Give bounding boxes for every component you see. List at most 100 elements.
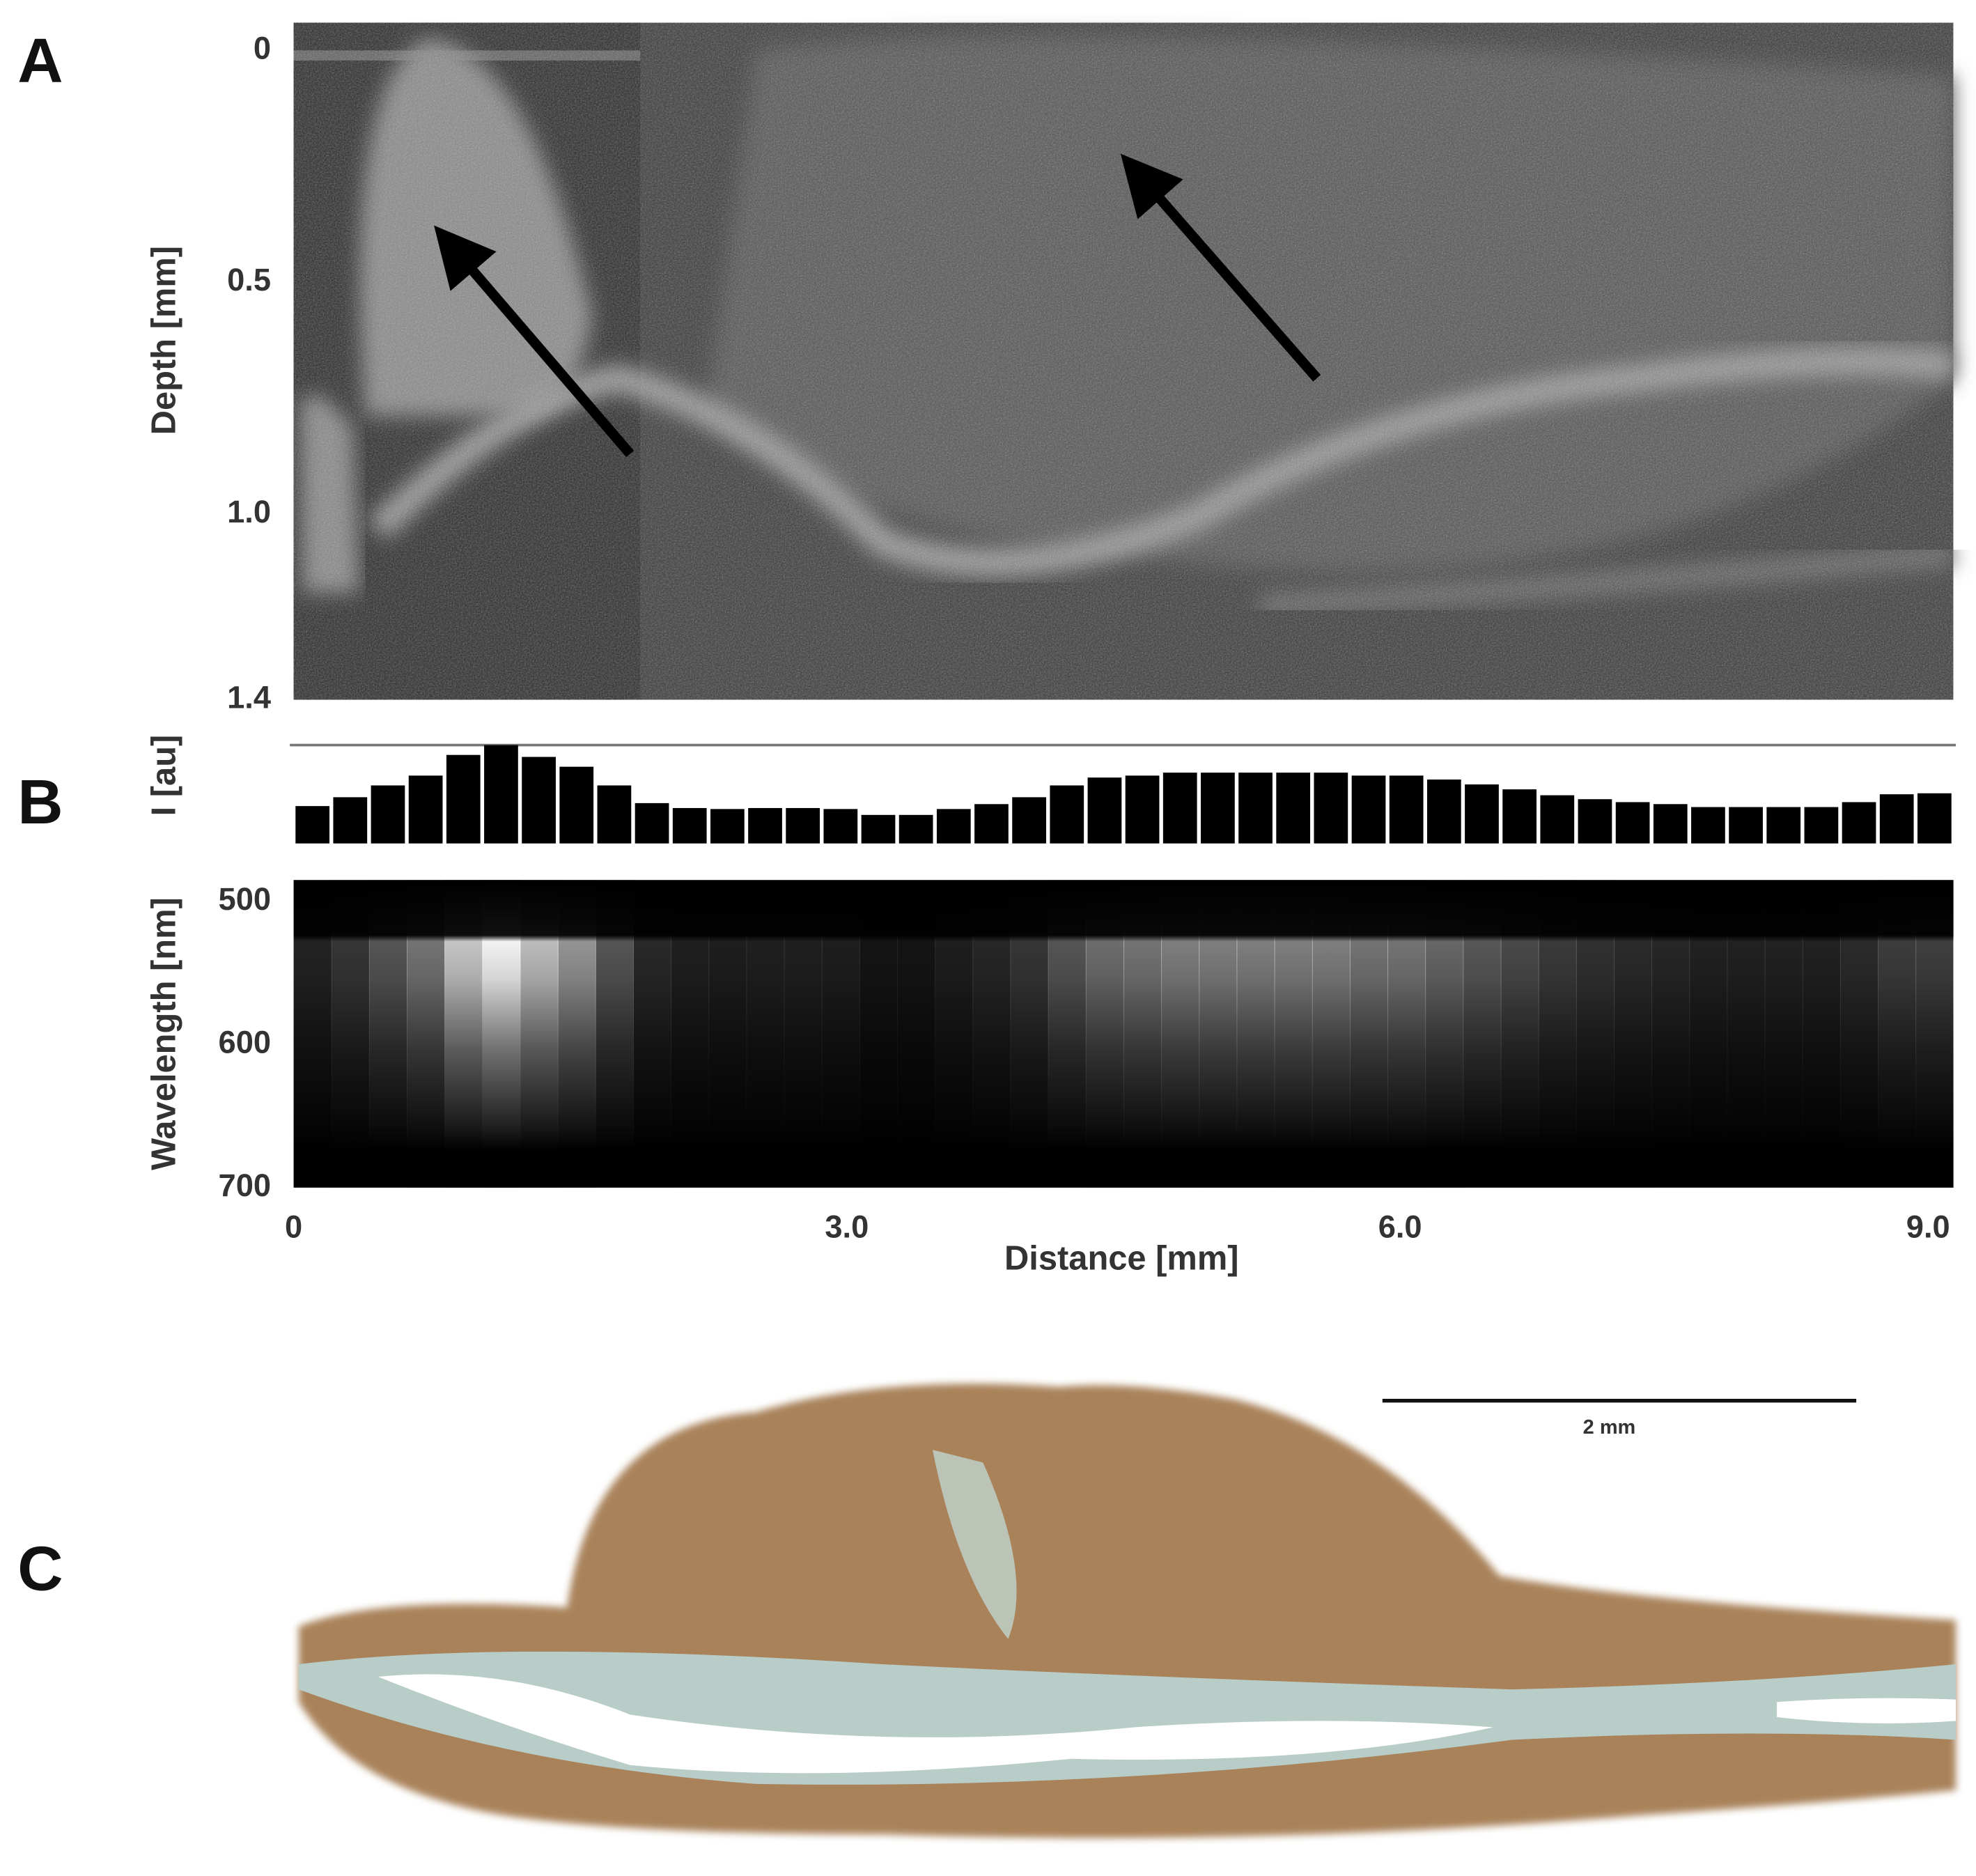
bar bbox=[898, 814, 933, 844]
spectrum-column bbox=[859, 880, 898, 1188]
panel-label: B bbox=[17, 767, 63, 837]
x-tick-label: 6.0 bbox=[1378, 1209, 1422, 1245]
spectrum-column bbox=[671, 880, 710, 1188]
spectrum-column bbox=[1651, 880, 1690, 1188]
spectrum-column bbox=[1727, 880, 1766, 1188]
bar bbox=[1238, 773, 1273, 844]
bar bbox=[974, 804, 1009, 844]
x-tick-label: 0 bbox=[285, 1209, 302, 1245]
bar bbox=[1314, 773, 1348, 844]
bar bbox=[1201, 773, 1235, 844]
spectrum-column bbox=[1614, 880, 1653, 1188]
spectrum-column bbox=[482, 880, 521, 1188]
spectrum-column bbox=[1802, 880, 1841, 1188]
bar bbox=[1879, 794, 1914, 844]
bar bbox=[1050, 785, 1084, 844]
spectrum-column bbox=[1576, 880, 1615, 1188]
y-tick-label: 700 bbox=[219, 1168, 271, 1203]
x-tick-label: 3.0 bbox=[825, 1209, 869, 1245]
bar bbox=[1842, 802, 1876, 844]
spectrum-column bbox=[632, 880, 672, 1188]
bar bbox=[371, 785, 405, 844]
y-tick-label: 1.4 bbox=[227, 679, 271, 715]
spectrum-column bbox=[1274, 880, 1313, 1188]
spectrum-column bbox=[1010, 880, 1049, 1188]
spectrum-column bbox=[1689, 880, 1728, 1188]
x-axis-label: Distance [mm] bbox=[1004, 1240, 1239, 1278]
spectrum-column bbox=[972, 880, 1011, 1188]
spectrum-column bbox=[595, 880, 634, 1188]
bar bbox=[1653, 804, 1688, 844]
bar bbox=[1465, 784, 1499, 844]
spectrum-column bbox=[1085, 880, 1124, 1188]
spectrum-column bbox=[1878, 880, 1917, 1188]
spectrum-column bbox=[407, 880, 446, 1188]
spectrum-column bbox=[1236, 880, 1275, 1188]
spectrum-column bbox=[1312, 880, 1351, 1188]
spectrum-column bbox=[520, 880, 559, 1188]
y-tick-label: 0.5 bbox=[227, 262, 271, 297]
spectrum-column bbox=[1915, 880, 1954, 1188]
spectrum-column bbox=[1123, 880, 1162, 1188]
bar bbox=[1351, 775, 1386, 844]
bar bbox=[1691, 807, 1725, 844]
spectrum-column bbox=[557, 880, 596, 1188]
y-tick-label: 600 bbox=[219, 1024, 271, 1060]
panel-label: A bbox=[17, 26, 63, 96]
bar bbox=[295, 806, 330, 844]
y-axis-label: Depth [mm] bbox=[146, 246, 183, 435]
spectrum-column bbox=[1764, 880, 1803, 1188]
spectrum-column bbox=[897, 880, 936, 1188]
spectrum-column bbox=[1349, 880, 1388, 1188]
panel-label: C bbox=[17, 1534, 63, 1604]
bar bbox=[1917, 793, 1952, 844]
spectrum-column bbox=[1425, 880, 1464, 1188]
y-axis-label: Wavelength [nm] bbox=[146, 897, 183, 1170]
spectrum-column bbox=[821, 880, 860, 1188]
bar bbox=[672, 807, 707, 844]
bar bbox=[522, 757, 556, 844]
bar bbox=[1125, 775, 1160, 844]
spectrum-column bbox=[1199, 880, 1238, 1188]
y-axis-label: I [au] bbox=[146, 735, 183, 816]
bar bbox=[748, 807, 782, 844]
spectrum-column bbox=[1839, 880, 1879, 1188]
bar bbox=[1276, 773, 1311, 844]
bar bbox=[408, 775, 443, 844]
bar bbox=[1615, 802, 1650, 844]
bar bbox=[936, 809, 971, 844]
spectrum-column bbox=[1538, 880, 1577, 1188]
histology-image bbox=[298, 1383, 1956, 1838]
bar bbox=[1540, 795, 1575, 844]
spectrum-column bbox=[293, 880, 332, 1188]
bar bbox=[559, 766, 594, 844]
spectrum-column bbox=[444, 880, 483, 1188]
spectrum-column bbox=[708, 880, 747, 1188]
bar bbox=[1087, 777, 1122, 844]
bar bbox=[1012, 797, 1046, 844]
x-tick-label: 9.0 bbox=[1906, 1209, 1950, 1245]
bar bbox=[786, 807, 820, 844]
bar bbox=[1426, 780, 1461, 844]
spectrum-column bbox=[935, 880, 974, 1188]
bar bbox=[1162, 773, 1197, 844]
scale-bar-label: 2 mm bbox=[1583, 1416, 1636, 1439]
bar bbox=[861, 814, 896, 844]
y-tick-label: 0 bbox=[254, 30, 271, 65]
bar bbox=[1729, 807, 1763, 844]
spectrum-column bbox=[1161, 880, 1200, 1188]
bar bbox=[1578, 799, 1612, 844]
spectrum-column bbox=[368, 880, 407, 1188]
bar bbox=[635, 803, 669, 844]
bar bbox=[823, 809, 858, 844]
y-tick-label: 1.0 bbox=[227, 494, 271, 529]
bar bbox=[710, 809, 745, 844]
spectrum-column bbox=[331, 880, 370, 1188]
bar bbox=[1389, 775, 1424, 844]
bar bbox=[484, 745, 518, 844]
bar bbox=[1766, 807, 1801, 844]
spectrum-column bbox=[1463, 880, 1502, 1188]
bar bbox=[446, 754, 481, 844]
